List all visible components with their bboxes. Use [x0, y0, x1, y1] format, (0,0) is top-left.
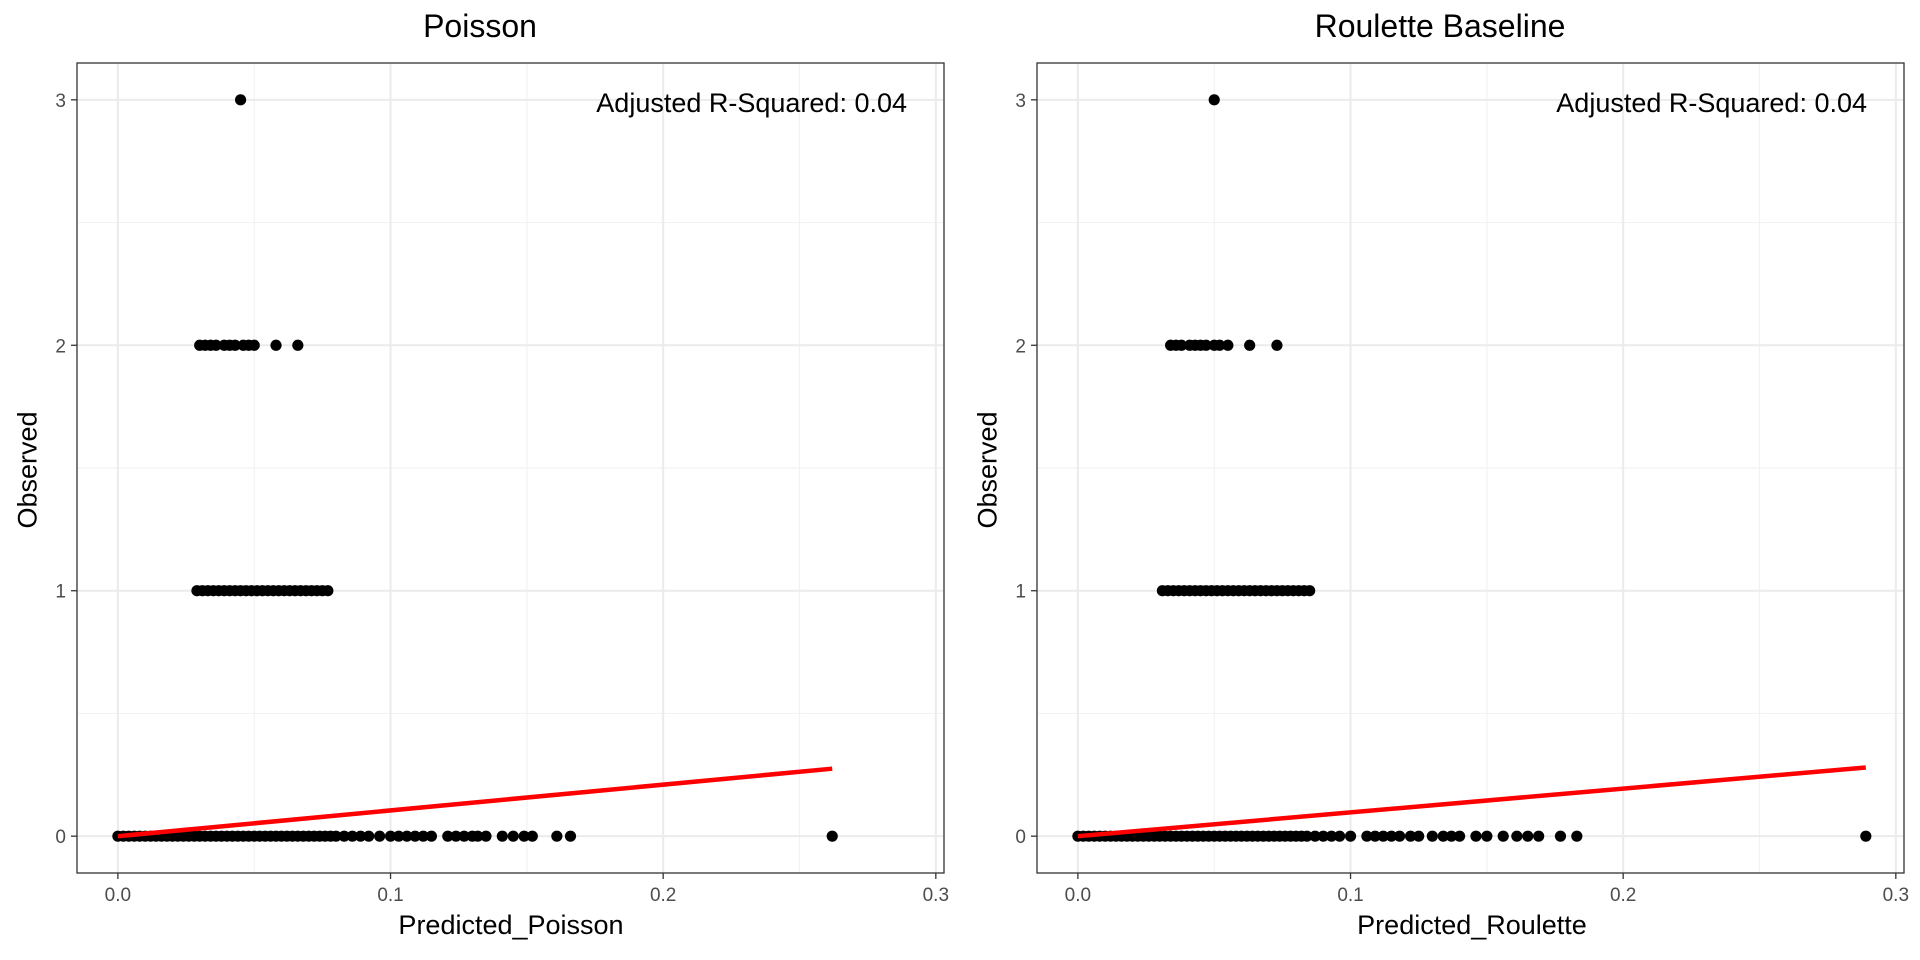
y-tick-label: 3 [1015, 91, 1026, 112]
x-axis-label: Predicted_Poisson [398, 910, 624, 940]
data-point [507, 830, 519, 842]
data-point [518, 830, 530, 842]
x-tick-label: 0.1 [1337, 885, 1363, 906]
plot-border [1036, 62, 1905, 874]
data-point [1304, 585, 1316, 597]
data-point [1214, 339, 1226, 351]
data-point [564, 830, 577, 842]
data-point [401, 830, 413, 842]
fit-line [1077, 765, 1867, 839]
data-point [1470, 830, 1482, 842]
data-point [338, 830, 350, 842]
data-point [1453, 830, 1466, 842]
data-point [1860, 830, 1872, 842]
data-point [1369, 830, 1381, 842]
data-point [229, 339, 241, 351]
data-point [1426, 830, 1438, 842]
panel-title: Poisson [423, 8, 537, 44]
data-point [425, 830, 438, 842]
panel-poisson: Poisson Observed Predicted_Poisson 0.0 0.… [13, 8, 950, 940]
data-point [1385, 830, 1398, 842]
data-point [1244, 339, 1256, 351]
data-point [1271, 339, 1283, 351]
fit-line [117, 766, 833, 839]
data-point [330, 830, 342, 842]
x-tick-label: 0.3 [923, 885, 949, 906]
data-point [1208, 94, 1220, 106]
data-point [354, 830, 367, 842]
data-point [248, 339, 260, 351]
data-point [374, 830, 386, 842]
data-point [1571, 830, 1583, 842]
data-point [1404, 830, 1417, 842]
data-point [363, 830, 375, 842]
data-point [393, 830, 405, 842]
data-point [409, 830, 421, 842]
data-point [234, 94, 247, 106]
plot-area-roulette: 0.0 0.1 0.2 0.3 0 1 2 3 Adjusted R-Squared: 0.04 [1015, 62, 1909, 906]
x-axis-label: Predicted_Roulette [1357, 910, 1587, 940]
data-point [1317, 830, 1329, 842]
data-point [1445, 830, 1458, 842]
y-tick-label: 0 [55, 827, 66, 848]
data-point [210, 339, 222, 351]
panel-title: Roulette Baseline [1314, 8, 1566, 44]
data-point [1437, 830, 1449, 842]
y-tick-label: 2 [55, 336, 66, 357]
data-point [450, 830, 462, 842]
data-point [1511, 830, 1523, 842]
data-point [496, 830, 508, 842]
data-point [322, 585, 334, 597]
data-point [472, 830, 484, 842]
y-tick-label: 2 [1015, 336, 1026, 357]
data-point [480, 830, 492, 842]
data-point [551, 830, 563, 842]
plot-area-poisson: 0.0 0.1 0.2 0.3 0 1 2 3 Adjusted R-Squared: 0.04 [55, 62, 949, 906]
data-point [1481, 830, 1493, 842]
data-point [1377, 830, 1389, 842]
y-tick-label: 1 [55, 582, 66, 603]
data-point [1334, 830, 1346, 842]
data-point [442, 830, 454, 842]
data-point [292, 339, 304, 351]
data-point [1522, 830, 1534, 842]
data-point [458, 830, 470, 842]
data-point [526, 830, 538, 842]
x-tick-label: 0.2 [650, 885, 676, 906]
data-point [1309, 830, 1321, 842]
plot-border [76, 62, 945, 874]
data-point [826, 830, 838, 842]
data-point [417, 830, 429, 842]
data-point [1200, 339, 1212, 351]
data-point [384, 830, 397, 842]
data-point [1497, 830, 1509, 842]
x-tick-label: 0.2 [1610, 885, 1636, 906]
y-tick-label: 0 [1015, 827, 1026, 848]
r-squared-annotation: Adjusted R-Squared: 0.04 [1556, 88, 1867, 118]
data-point [1533, 830, 1545, 842]
data-point [1344, 830, 1357, 842]
y-tick-label: 3 [55, 91, 66, 112]
data-point [1325, 830, 1338, 842]
data-point [1222, 339, 1234, 351]
panel-roulette: Roulette Baseline Observed Predicted_Rou… [960, 0, 1920, 960]
x-tick-label: 0.1 [377, 885, 403, 906]
data-point [1394, 830, 1406, 842]
data-point [1361, 830, 1373, 842]
data-point [1413, 830, 1425, 842]
x-tick-label: 0.3 [1883, 885, 1909, 906]
data-point [1301, 830, 1313, 842]
data-point [270, 339, 282, 351]
x-tick-label: 0.0 [1065, 885, 1091, 906]
y-tick-label: 1 [1015, 582, 1026, 603]
data-point [346, 830, 358, 842]
data-point [1554, 830, 1567, 842]
data-point [1175, 339, 1188, 351]
r-squared-annotation: Adjusted R-Squared: 0.04 [596, 88, 907, 118]
x-tick-label: 0.0 [105, 885, 131, 906]
